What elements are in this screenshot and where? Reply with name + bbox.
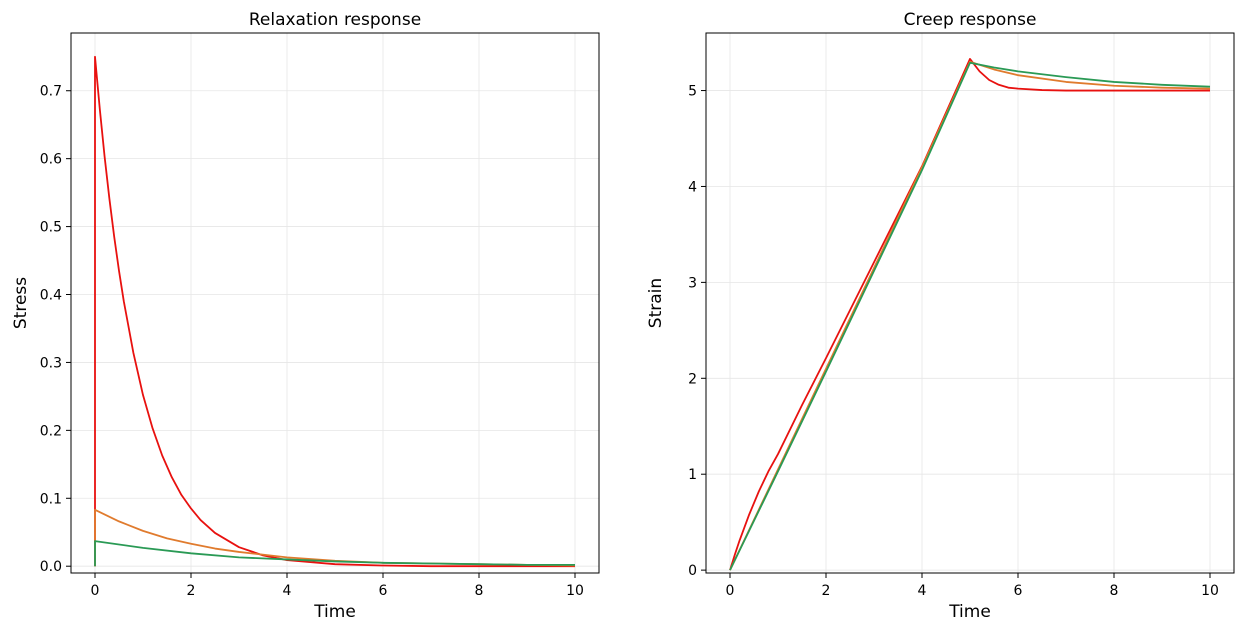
x-tick-label: 8	[475, 583, 484, 599]
creep-plot-frame	[705, 32, 1235, 574]
x-tick-label: 2	[187, 583, 196, 599]
y-tick-label: 4	[688, 179, 697, 195]
relaxation-chart-title: Relaxation response	[249, 10, 421, 30]
y-tick-label: 3	[688, 275, 697, 291]
y-tick-label: 2	[688, 371, 697, 387]
relaxation-x-axis-label: Time	[313, 602, 356, 622]
x-tick-label: 6	[1014, 583, 1023, 599]
creep-series-1-line	[729, 60, 1211, 571]
y-tick-label: 0.0	[40, 559, 62, 575]
creep-x-axis-label: Time	[948, 602, 991, 622]
y-tick-label: 0.4	[40, 288, 62, 304]
relaxation-chart: 0 2 4 6 8 10 0.0 0.1 0.2 0.3 0.4 0.5 0.6 0.7 Relaxatio…	[11, 10, 600, 622]
y-tick-label: 0.2	[40, 423, 62, 439]
y-tick-label: 0.6	[40, 152, 62, 168]
y-tick-label: 5	[688, 84, 697, 100]
relaxation-series-0-line	[94, 55, 575, 568]
x-tick-label: 8	[1110, 583, 1119, 599]
x-tick-label: 10	[1201, 583, 1219, 599]
relaxation-series-2-line	[94, 540, 575, 567]
relaxation-grid	[71, 33, 599, 573]
x-tick-label: 0	[91, 583, 100, 599]
y-tick-label: 0.5	[40, 220, 62, 236]
relaxation-y-axis-label: Stress	[11, 277, 31, 329]
creep-chart: 0 2 4 6 8 10 0 1 2 3 4 5 Creep response Time Strain	[646, 10, 1235, 622]
x-tick-label: 4	[918, 583, 927, 599]
relaxation-series-1-line	[94, 508, 576, 567]
y-tick-label: 0.3	[40, 355, 62, 371]
relaxation-plot-frame	[70, 32, 600, 574]
x-tick-label: 0	[726, 583, 735, 599]
y-tick-label: 0.7	[40, 84, 62, 100]
x-tick-label: 4	[283, 583, 292, 599]
creep-grid	[706, 33, 1234, 573]
y-tick-label: 0.1	[40, 491, 62, 507]
creep-series-2-line	[729, 61, 1211, 571]
x-tick-label: 2	[822, 583, 831, 599]
creep-chart-title: Creep response	[904, 10, 1037, 30]
x-tick-label: 10	[566, 583, 584, 599]
y-tick-label: 0	[688, 563, 697, 579]
creep-series-0-line	[729, 58, 1210, 571]
creep-y-axis-label: Strain	[646, 278, 666, 328]
x-tick-label: 6	[379, 583, 388, 599]
y-tick-label: 1	[688, 467, 697, 483]
